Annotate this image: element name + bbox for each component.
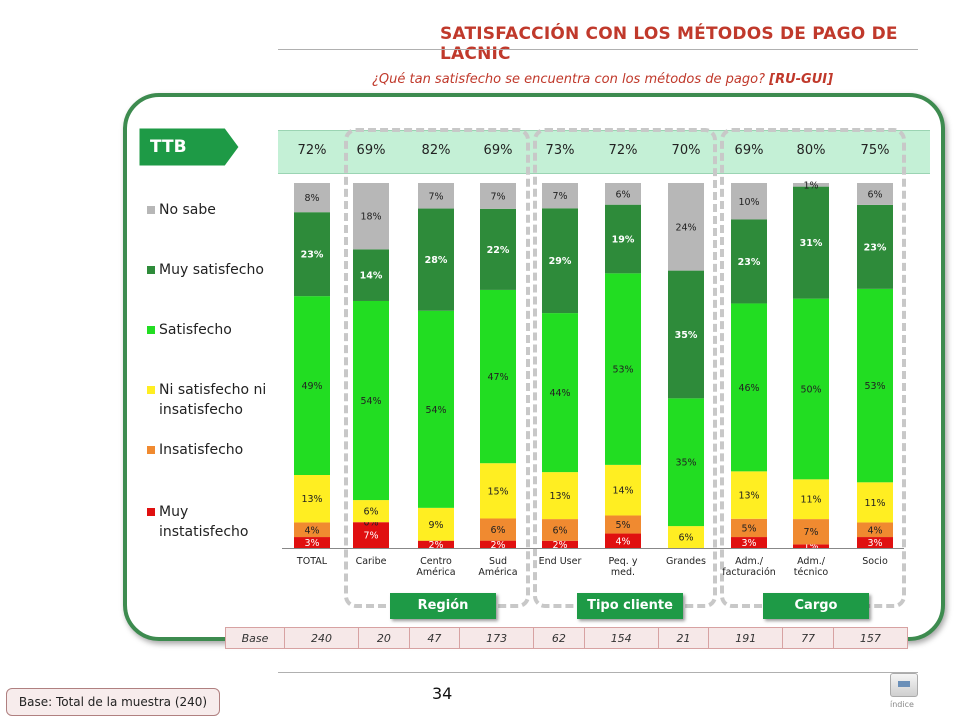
category-label: Socio — [862, 556, 888, 567]
category-label: Adm./facturación — [722, 556, 776, 578]
legend-label: No sabe — [159, 202, 216, 218]
group-box-region — [344, 128, 530, 608]
legend-swatch — [147, 206, 155, 214]
category-label: Sud América — [478, 556, 518, 578]
base-value: 173 — [459, 627, 535, 649]
ttb-value: 72% — [297, 143, 327, 158]
category-label: Adm./técnico — [793, 556, 829, 578]
ttb-value: 69% — [734, 143, 764, 158]
survey-question: ¿Qué tan satisfecho se encuentra con los… — [372, 72, 833, 87]
base-value: 77 — [782, 627, 834, 649]
base-note: Base: Total de la muestra (240) — [6, 688, 220, 716]
title-divider — [278, 49, 918, 50]
category-label: TOTAL — [296, 556, 328, 567]
legend-swatch — [147, 446, 155, 454]
legend-swatch — [147, 266, 155, 274]
ttb-value: 69% — [483, 143, 513, 158]
legend-label: Satisfecho — [159, 322, 232, 338]
base-value: 157 — [832, 627, 909, 649]
base-value: 191 — [708, 627, 784, 649]
page-number: 34 — [432, 684, 453, 703]
ttb-value: 80% — [796, 143, 826, 158]
group-button-cargo[interactable]: Cargo — [763, 593, 869, 619]
base-value: 20 — [358, 627, 410, 649]
question-text: ¿Qué tan satisfecho se encuentra con los… — [372, 72, 765, 87]
category-label: Caribe — [355, 556, 387, 567]
ttb-value: 73% — [545, 143, 575, 158]
legend-swatch — [147, 326, 155, 334]
legend-label: Ni satisfecho ni insatisfecho — [159, 382, 267, 418]
base-value: 21 — [657, 627, 710, 649]
group-box-cargo — [720, 128, 906, 608]
category-label: End User — [538, 556, 582, 567]
question-code: [RU-GUI] — [769, 72, 834, 87]
group-box-tipo-cliente — [533, 128, 717, 608]
page-title: SATISFACCIÓN CON LOS MÉTODOS DE PAGO DE … — [440, 24, 898, 64]
ttb-value: 69% — [356, 143, 386, 158]
category-label: Centro América — [416, 556, 456, 578]
group-button-region[interactable]: Región — [390, 593, 496, 619]
legend-swatch — [147, 386, 155, 394]
ttb-value: 82% — [421, 143, 451, 158]
category-label: Peq. y med. — [608, 556, 638, 578]
base-value: 62 — [533, 627, 585, 649]
index-label: índice — [890, 700, 914, 709]
base-table: Base 240 20 47 173 62 154 21 191 77 157 — [225, 627, 909, 649]
legend-label: Muy instatisfecho — [159, 504, 249, 540]
ttb-row — [278, 130, 930, 174]
base-label: Base — [225, 627, 285, 649]
legend-swatch — [147, 508, 155, 516]
ttb-value: 70% — [671, 143, 701, 158]
ttb-label: TTB — [150, 137, 187, 157]
ttb-value: 72% — [608, 143, 638, 158]
legend-label: Muy satisfecho — [159, 262, 264, 278]
ttb-value: 75% — [860, 143, 890, 158]
category-label: Grandes — [666, 556, 706, 567]
legend-label: Insatisfecho — [159, 442, 244, 458]
footer-divider — [278, 672, 918, 673]
base-value: 47 — [408, 627, 461, 649]
ttb-arrow-badge — [139, 128, 239, 166]
base-value: 154 — [583, 627, 659, 649]
index-button[interactable] — [890, 673, 918, 697]
base-row: Base 240 20 47 173 62 154 21 191 77 157 — [225, 627, 909, 649]
group-button-tipo-cliente[interactable]: Tipo cliente — [577, 593, 683, 619]
base-value: 240 — [283, 627, 360, 649]
